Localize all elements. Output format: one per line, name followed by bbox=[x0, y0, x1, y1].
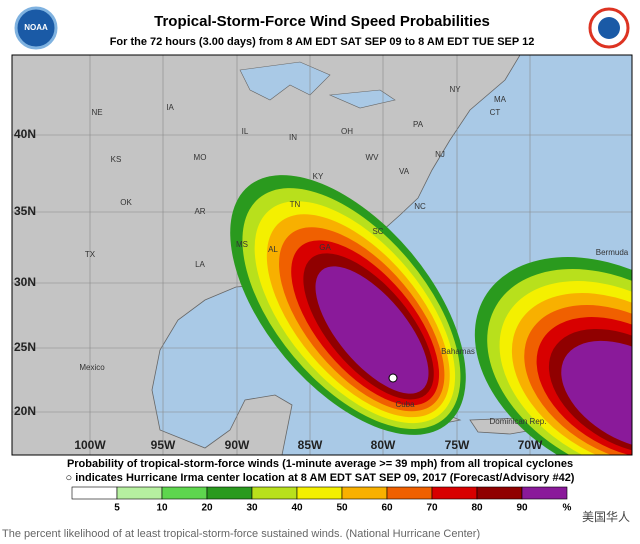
lon-label: 75W bbox=[445, 438, 470, 452]
map: 40N 35N 30N 25N 20N 100W 95W 90W 85W 80W 75W 70W NE I… bbox=[12, 55, 632, 455]
place-label: CT bbox=[490, 108, 501, 117]
place-label: MO bbox=[194, 153, 207, 162]
lat-label: 40N bbox=[14, 127, 36, 141]
legend-tick-label: 30 bbox=[246, 503, 258, 514]
legend-swatch bbox=[296, 486, 343, 500]
legend-unit: % bbox=[563, 503, 572, 514]
nws-logo-inner bbox=[598, 17, 620, 39]
legend-tick-label: 5 bbox=[114, 503, 120, 514]
lat-label: 25N bbox=[14, 340, 36, 354]
legend-tick-label: 50 bbox=[336, 503, 348, 514]
legend-swatch bbox=[206, 486, 253, 500]
hurricane-center bbox=[388, 373, 398, 383]
legend-swatch bbox=[341, 486, 388, 500]
lon-label: 80W bbox=[371, 438, 396, 452]
place-label: KS bbox=[111, 155, 122, 164]
legend-tick-label: 40 bbox=[291, 503, 303, 514]
place-label: TN bbox=[290, 200, 301, 209]
place-label: IN bbox=[289, 133, 297, 142]
place-label: VA bbox=[399, 167, 410, 176]
place-label: LA bbox=[195, 260, 205, 269]
legend-swatch bbox=[251, 486, 298, 500]
place-label: AR bbox=[194, 207, 205, 216]
legend-swatch bbox=[116, 486, 163, 500]
legend-swatch bbox=[161, 486, 208, 500]
probability-band bbox=[561, 340, 632, 450]
lat-label: 35N bbox=[14, 204, 36, 218]
place-label: MA bbox=[494, 95, 507, 104]
legend-swatch bbox=[476, 486, 523, 500]
place-label: IL bbox=[242, 127, 249, 136]
caption: The percent likelihood of at least tropi… bbox=[2, 528, 480, 540]
watermark: 美国华人 bbox=[582, 510, 630, 524]
place-label: Bahamas bbox=[441, 347, 475, 356]
legend-swatch bbox=[521, 486, 568, 500]
noaa-logo bbox=[14, 6, 58, 50]
place-label: NC bbox=[414, 202, 426, 211]
great-lakes bbox=[239, 61, 396, 109]
place-label: Cuba bbox=[395, 400, 415, 409]
legend-line1: Probability of tropical-storm-force wind… bbox=[67, 458, 573, 470]
place-label: OK bbox=[120, 198, 132, 207]
legend-swatch bbox=[431, 486, 478, 500]
place-label: AL bbox=[268, 245, 278, 254]
place-label: Dominican Rep. bbox=[490, 417, 547, 426]
place-label: NE bbox=[91, 108, 102, 117]
probability-contours bbox=[230, 175, 632, 455]
place-label: GA bbox=[319, 243, 331, 252]
legend-tick-label: 10 bbox=[156, 503, 168, 514]
lon-label: 85W bbox=[298, 438, 323, 452]
place-label: MS bbox=[236, 240, 248, 249]
lon-label: 100W bbox=[74, 438, 106, 452]
noaa-logo-text: NOAA bbox=[24, 23, 48, 32]
place-label: Mexico bbox=[79, 363, 105, 372]
legend-swatch bbox=[386, 486, 433, 500]
lat-label: 20N bbox=[14, 404, 36, 418]
legend-tick-label: 80 bbox=[471, 503, 483, 514]
place-label: PA bbox=[413, 120, 424, 129]
map-frame bbox=[11, 54, 633, 456]
place-label: KY bbox=[313, 172, 324, 181]
place-label: WV bbox=[366, 153, 380, 162]
probability-band bbox=[315, 266, 429, 394]
place-label: SC bbox=[372, 227, 383, 236]
place-label: Bermuda bbox=[596, 248, 629, 257]
place-label: NJ bbox=[435, 150, 445, 159]
legend-tick-label: 90 bbox=[516, 503, 528, 514]
title: Tropical-Storm-Force Wind Speed Probabil… bbox=[154, 13, 490, 30]
legend-tick-label: 20 bbox=[201, 503, 213, 514]
lon-label: 90W bbox=[225, 438, 250, 452]
place-label: OH bbox=[341, 127, 353, 136]
legend-tick-label: 60 bbox=[381, 503, 393, 514]
subtitle: For the 72 hours (3.00 days) from 8 AM E… bbox=[110, 36, 535, 48]
legend: 5 10 20 30 40 50 60 70 80 90% bbox=[71, 486, 572, 514]
place-label: IA bbox=[166, 103, 174, 112]
place-label: TX bbox=[85, 250, 96, 259]
lon-label: 95W bbox=[151, 438, 176, 452]
lon-label: 70W bbox=[518, 438, 543, 452]
legend-swatch bbox=[71, 486, 118, 500]
legend-tick-label: 70 bbox=[426, 503, 438, 514]
place-label: NY bbox=[449, 85, 461, 94]
map-labels: 40N 35N 30N 25N 20N 100W 95W 90W 85W 80W 75W 70W NE I… bbox=[14, 85, 629, 452]
legend-line2: ○ indicates Hurricane Irma center locati… bbox=[66, 472, 575, 484]
lat-label: 30N bbox=[14, 275, 36, 289]
